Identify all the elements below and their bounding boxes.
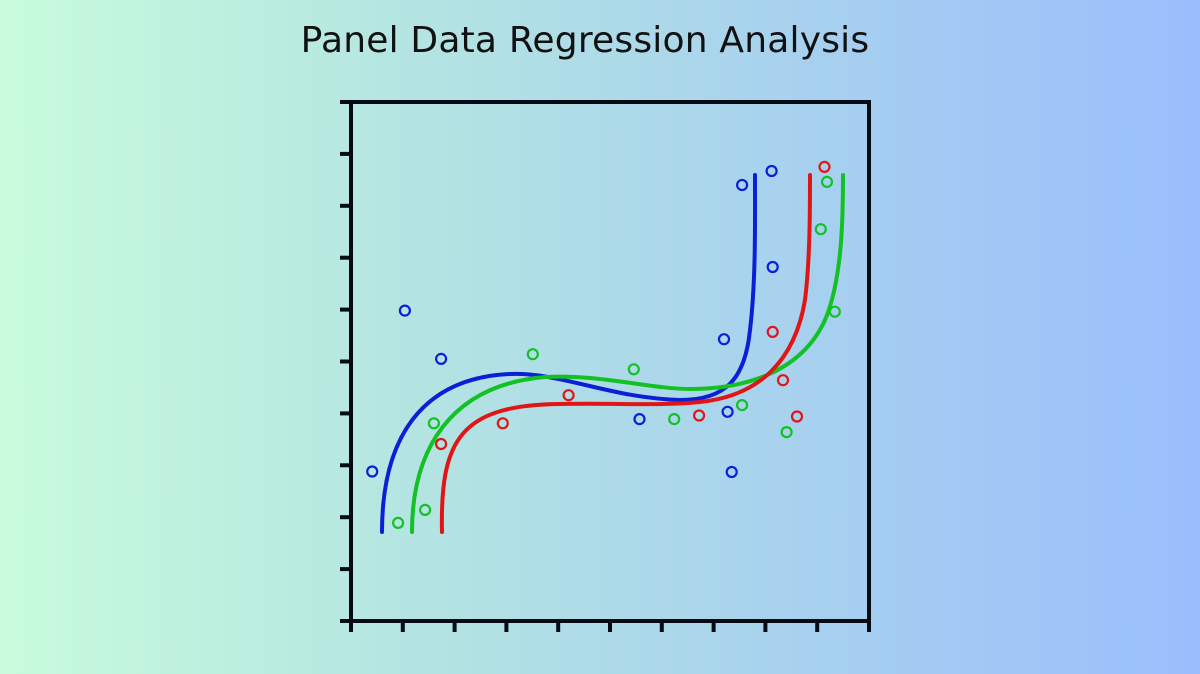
data-markers [366,160,841,530]
red-data-point [496,417,509,430]
blue-data-point [633,413,646,426]
blue-data-point [435,352,448,365]
green-data-point [828,305,841,318]
axes-frame [340,100,871,632]
x-axis-ticks [349,621,871,632]
green-data-point [427,417,440,430]
blue-data-point [721,405,734,418]
green-data-point [419,503,432,516]
red-data-point [776,374,790,387]
green-data-point [668,413,681,426]
y-axis-ticks [340,100,351,623]
blue-fit-curve [380,173,758,534]
blue-data-point [725,465,738,479]
red-data-point [818,160,831,173]
red-data-point [766,325,779,338]
blue-data-point [398,304,411,317]
blue-data-point [717,333,731,346]
green-data-point [735,399,749,412]
blue-data-point [766,260,779,274]
green-data-point [814,223,827,236]
blue-data-point [765,164,778,178]
green-fit-curve [410,173,845,534]
green-data-point [392,516,405,530]
green-data-point [780,426,793,439]
green-data-point [820,175,834,188]
blue-data-point [366,465,379,478]
green-data-point [627,363,640,376]
blue-data-point [735,178,749,192]
red-fit-curve [439,173,812,534]
red-data-point [562,389,575,402]
red-data-point [692,409,706,422]
chart-title: Panel Data Regression Analysis [300,20,870,61]
red-data-point [790,410,804,423]
green-data-point [526,348,539,361]
red-data-point [435,437,448,451]
